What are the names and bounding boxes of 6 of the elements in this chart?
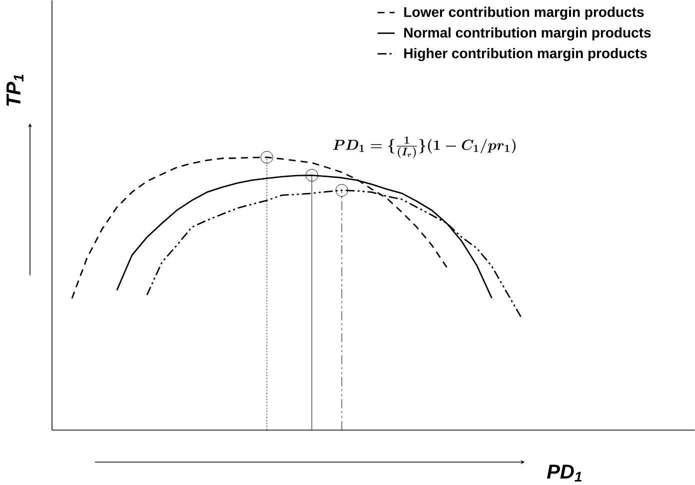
- annotation: $PD_1 = \{\frac{1}{(I_r)}\}(1 - C_1/pr_1)$: [333, 136, 516, 158]
- legend-label: Higher contribution margin products: [404, 48, 647, 62]
- legend-label: Lower contribution margin products: [404, 6, 644, 20]
- y-axis-title: TP$_{1}$: [6, 74, 24, 106]
- x-axis-title: PD$_{1}$: [547, 464, 582, 482]
- legend-label: Normal contribution margin products: [404, 27, 651, 41]
